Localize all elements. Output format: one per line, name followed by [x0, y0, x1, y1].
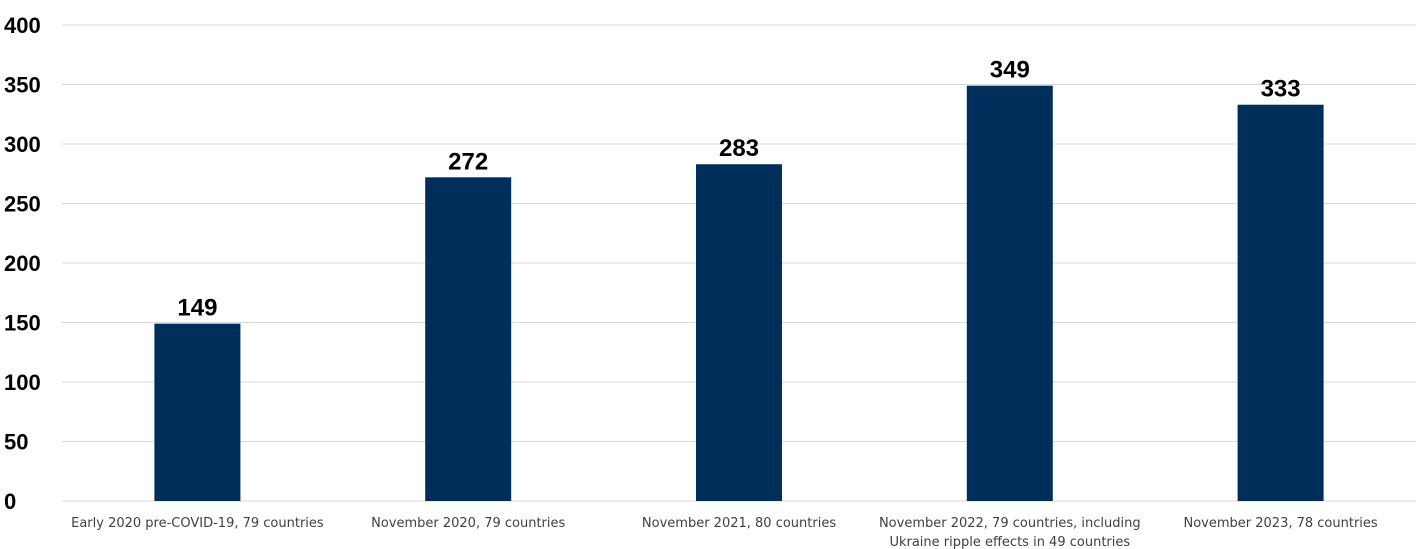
y-tick-label: 300 [4, 132, 41, 157]
y-tick-label: 200 [4, 251, 41, 276]
data-label: 272 [448, 148, 488, 175]
data-label: 333 [1261, 76, 1301, 103]
y-tick-label: 0 [4, 489, 16, 514]
bars [154, 85, 1324, 502]
bar [696, 164, 782, 502]
y-tick-label: 150 [4, 311, 41, 336]
y-tick-label: 350 [4, 73, 41, 98]
data-label: 149 [177, 295, 217, 322]
x-tick-label: Ukraine ripple effects in 49 countries [889, 535, 1130, 549]
bar [1237, 104, 1324, 501]
x-tick-label: November 2023, 78 countries [1184, 516, 1378, 531]
y-tick-label: 100 [4, 370, 41, 395]
y-axis-ticks: 0 50 100 150 200 250 300 350 400 [4, 13, 41, 514]
x-tick-label: November 2020, 79 countries [371, 516, 565, 531]
data-label: 349 [990, 57, 1030, 84]
data-labels: 149 272 283 349 333 [177, 57, 1300, 322]
bar [425, 177, 512, 501]
bar [966, 85, 1053, 501]
x-tick-label: Early 2020 pre-COVID-19, 79 countries [71, 516, 324, 531]
y-tick-label: 250 [4, 192, 41, 217]
y-tick-label: 50 [4, 430, 28, 455]
x-axis-ticks: Early 2020 pre-COVID-19, 79 countries Nov… [71, 516, 1378, 549]
x-tick-label: November 2022, 79 countries, including [879, 516, 1141, 531]
data-label: 283 [719, 135, 759, 162]
bar [154, 323, 241, 501]
x-tick-label: November 2021, 80 countries [642, 516, 836, 531]
y-tick-label: 400 [4, 13, 41, 38]
